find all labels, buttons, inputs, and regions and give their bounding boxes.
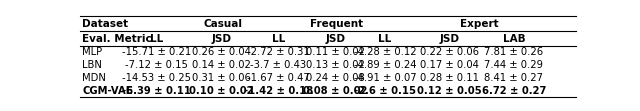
Text: JSD: JSD — [211, 34, 232, 44]
Text: -1.42 ± 0.18: -1.42 ± 0.18 — [244, 86, 313, 96]
Text: 0.12 ± 0.05: 0.12 ± 0.05 — [417, 86, 482, 96]
Text: MDN: MDN — [83, 73, 106, 83]
Text: 0.17 ± 0.04: 0.17 ± 0.04 — [420, 60, 479, 70]
Text: 6.72 ± 0.27: 6.72 ± 0.27 — [482, 86, 546, 96]
Text: Frequent: Frequent — [310, 19, 364, 29]
Text: -3.7 ± 0.43: -3.7 ± 0.43 — [250, 60, 307, 70]
Text: JSD: JSD — [326, 34, 346, 44]
Text: 0.31 ± 0.06: 0.31 ± 0.06 — [192, 73, 251, 83]
Text: LL: LL — [150, 34, 163, 44]
Text: -4.28 ± 0.12: -4.28 ± 0.12 — [354, 47, 417, 57]
Text: 7.44 ± 0.29: 7.44 ± 0.29 — [484, 60, 543, 70]
Text: -4.89 ± 0.24: -4.89 ± 0.24 — [354, 60, 416, 70]
Text: Dataset: Dataset — [83, 19, 129, 29]
Text: -7.12 ± 0.15: -7.12 ± 0.15 — [125, 60, 188, 70]
Text: 0.10 ± 0.02: 0.10 ± 0.02 — [189, 86, 253, 96]
Text: -6.39 ± 0.11: -6.39 ± 0.11 — [122, 86, 191, 96]
Text: 8.41 ± 0.27: 8.41 ± 0.27 — [484, 73, 543, 83]
Text: MLP: MLP — [83, 47, 102, 57]
Text: LL: LL — [378, 34, 392, 44]
Text: CGM-VAE: CGM-VAE — [83, 86, 133, 96]
Text: 0.08 ± 0.02: 0.08 ± 0.02 — [303, 86, 367, 96]
Text: 0.14 ± 0.02: 0.14 ± 0.02 — [192, 60, 251, 70]
Text: -15.71 ± 0.21: -15.71 ± 0.21 — [122, 47, 191, 57]
Text: LAB: LAB — [502, 34, 525, 44]
Text: -4.91 ± 0.07: -4.91 ± 0.07 — [354, 73, 417, 83]
Text: -14.53 ± 0.25: -14.53 ± 0.25 — [122, 73, 191, 83]
Text: -2.6 ± 0.15: -2.6 ± 0.15 — [354, 86, 416, 96]
Text: -1.67 ± 0.47: -1.67 ± 0.47 — [247, 73, 310, 83]
Text: LL: LL — [272, 34, 285, 44]
Text: 0.26 ± 0.04: 0.26 ± 0.04 — [192, 47, 251, 57]
Text: 0.22 ± 0.06: 0.22 ± 0.06 — [420, 47, 479, 57]
Text: 0.24 ± 0.08: 0.24 ± 0.08 — [306, 73, 365, 83]
Text: Eval. Metric: Eval. Metric — [83, 34, 152, 44]
Text: 7.81 ± 0.26: 7.81 ± 0.26 — [484, 47, 543, 57]
Text: JSD: JSD — [440, 34, 460, 44]
Text: 0.28 ± 0.11: 0.28 ± 0.11 — [420, 73, 479, 83]
Text: 0.13 ± 0.02: 0.13 ± 0.02 — [306, 60, 365, 70]
Text: Casual: Casual — [203, 19, 242, 29]
Text: LBN: LBN — [83, 60, 102, 70]
Text: -2.72 ± 0.31: -2.72 ± 0.31 — [247, 47, 310, 57]
Text: 0.11 ± 0.02: 0.11 ± 0.02 — [306, 47, 365, 57]
Text: Expert: Expert — [460, 19, 499, 29]
